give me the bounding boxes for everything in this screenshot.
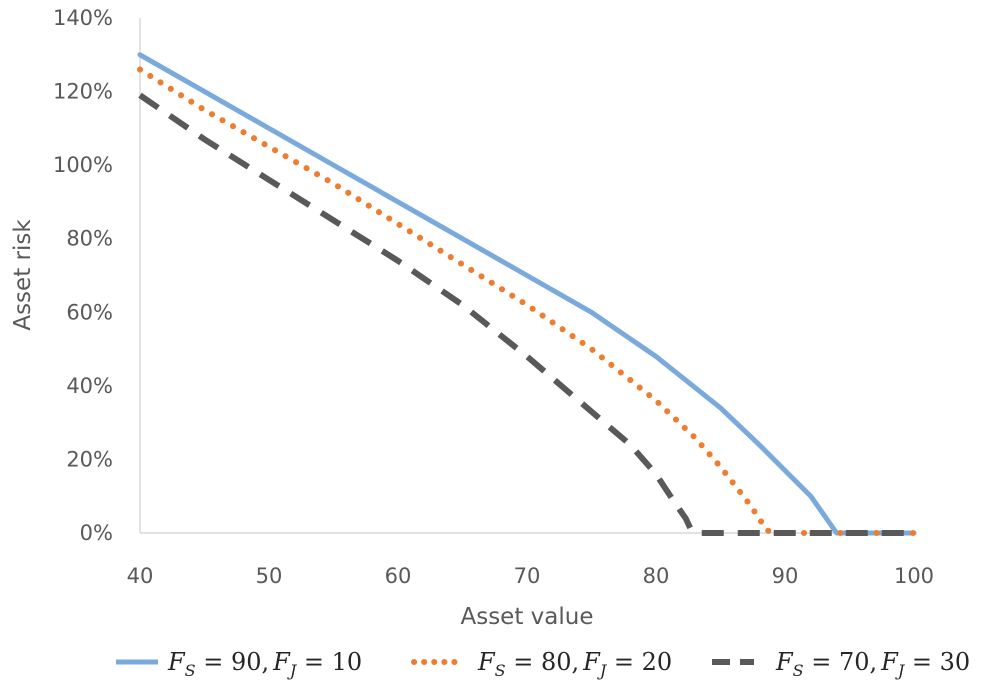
y-tick-label: 60%	[66, 300, 113, 324]
legend-label-3: FS = 70, FJ = 30	[775, 648, 970, 680]
legend: FS = 90, FJ = 10 FS = 80, FJ = 20 FS = 70,…	[116, 648, 970, 680]
legend-item-3: FS = 70, FJ = 30	[712, 648, 970, 680]
y-tick-label: 80%	[66, 227, 113, 251]
y-tick-label: 0%	[80, 521, 113, 545]
y-tick-label: 40%	[66, 374, 113, 398]
legend-label-1: FS = 90, FJ = 10	[167, 648, 362, 680]
y-tick-label: 140%	[53, 6, 113, 30]
x-axis-ticks: 40 50 60 70 80 90 100	[127, 564, 934, 588]
y-axis-title: Asset risk	[10, 219, 36, 331]
x-tick-label: 50	[256, 564, 283, 588]
legend-item-2: FS = 80, FJ = 20	[411, 648, 672, 680]
series-line-1	[137, 52, 917, 536]
series-line-3	[138, 92, 914, 536]
x-tick-label: 100	[894, 564, 934, 588]
x-tick-label: 90	[772, 564, 799, 588]
series-line-2	[137, 66, 917, 536]
x-axis-title: Asset value	[460, 604, 593, 630]
x-tick-label: 80	[643, 564, 670, 588]
y-tick-label: 100%	[53, 153, 113, 177]
y-axis-ticks: 0% 20% 40% 60% 80% 100% 120% 140%	[53, 6, 113, 545]
y-tick-label: 120%	[53, 80, 113, 104]
x-tick-label: 70	[514, 564, 541, 588]
legend-label-2: FS = 80, FJ = 20	[477, 648, 672, 680]
x-tick-label: 40	[127, 564, 154, 588]
series-layer	[137, 52, 917, 536]
x-tick-label: 60	[385, 564, 412, 588]
y-tick-label: 20%	[66, 447, 113, 471]
legend-item-1: FS = 90, FJ = 10	[116, 648, 362, 680]
